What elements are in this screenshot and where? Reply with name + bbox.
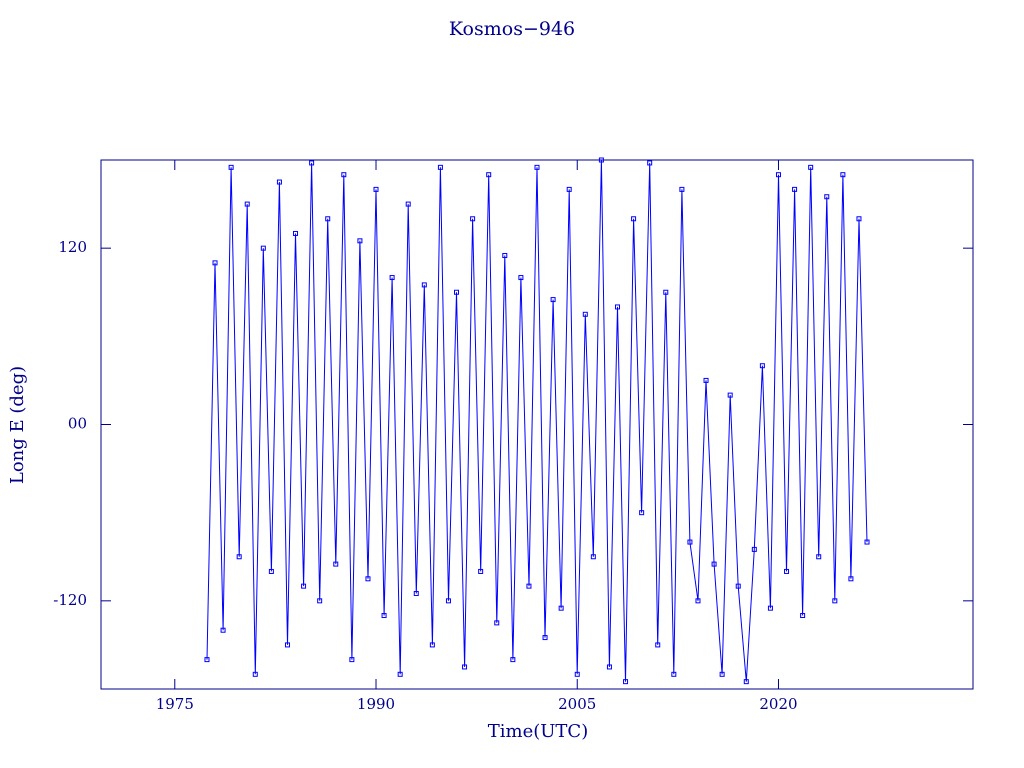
data-marker — [735, 583, 741, 589]
data-marker — [502, 253, 508, 259]
data-marker — [397, 671, 403, 677]
data-marker — [590, 554, 596, 560]
data-marker — [317, 598, 323, 604]
data-marker — [808, 164, 814, 170]
data-marker — [824, 194, 830, 200]
data-marker — [518, 275, 524, 281]
data-marker — [574, 671, 580, 677]
data-marker — [695, 598, 701, 604]
data-marker — [365, 576, 371, 582]
data-line — [206, 159, 868, 682]
data-marker — [534, 164, 540, 170]
data-marker — [252, 671, 258, 677]
data-marker — [832, 598, 838, 604]
data-marker — [333, 561, 339, 567]
y-tick-label: 00 — [68, 415, 87, 433]
data-marker — [751, 546, 757, 552]
data-marker — [848, 576, 854, 582]
data-marker — [349, 657, 355, 663]
data-marker — [293, 230, 299, 236]
data-marker — [228, 164, 234, 170]
data-marker — [663, 289, 669, 295]
data-marker — [606, 664, 612, 670]
data-marker — [558, 605, 564, 611]
data-marker — [325, 216, 331, 222]
data-marker — [510, 657, 516, 663]
data-marker — [462, 664, 468, 670]
data-marker — [598, 157, 604, 163]
y-tick-label: 120 — [58, 238, 87, 256]
data-marker — [711, 561, 717, 567]
data-marker — [413, 590, 419, 596]
data-marker — [373, 186, 379, 192]
data-marker — [445, 598, 451, 604]
x-tick-label: 1990 — [357, 695, 395, 713]
x-tick-label: 1975 — [156, 695, 194, 713]
data-marker — [486, 172, 492, 178]
data-marker — [470, 216, 476, 222]
data-marker — [719, 671, 725, 677]
data-marker — [623, 679, 629, 685]
data-marker — [542, 635, 548, 641]
data-marker — [679, 186, 685, 192]
data-marker — [655, 642, 661, 648]
data-marker — [357, 238, 363, 244]
data-marker — [864, 539, 870, 545]
data-marker — [478, 568, 484, 574]
data-marker — [204, 657, 210, 663]
data-marker — [727, 392, 733, 398]
data-marker — [767, 605, 773, 611]
data-marker — [437, 164, 443, 170]
data-marker — [212, 260, 218, 266]
data-marker — [276, 179, 282, 185]
x-tick-label: 2005 — [558, 695, 596, 713]
x-axis-label: Time(UTC) — [488, 721, 588, 742]
data-marker — [784, 568, 790, 574]
data-marker — [792, 186, 798, 192]
data-marker — [800, 613, 806, 619]
data-marker — [631, 216, 637, 222]
data-marker — [244, 201, 250, 207]
data-marker — [421, 282, 427, 288]
data-marker — [856, 216, 862, 222]
data-marker — [220, 627, 226, 633]
data-marker — [550, 297, 556, 303]
data-marker — [301, 583, 307, 589]
data-marker — [647, 160, 653, 166]
data-marker — [816, 554, 822, 560]
data-marker — [743, 679, 749, 685]
plot-frame — [100, 159, 974, 690]
data-marker — [494, 620, 500, 626]
y-tick-label: -120 — [53, 591, 87, 609]
data-marker — [405, 201, 411, 207]
data-marker — [454, 289, 460, 295]
data-marker — [614, 304, 620, 310]
data-marker — [381, 613, 387, 619]
y-axis-label: Long E (deg) — [7, 366, 28, 484]
data-marker — [268, 568, 274, 574]
data-marker — [566, 186, 572, 192]
data-marker — [582, 311, 588, 317]
data-marker — [429, 642, 435, 648]
data-marker — [840, 172, 846, 178]
data-marker — [260, 245, 266, 251]
data-marker — [671, 671, 677, 677]
data-marker — [775, 172, 781, 178]
data-marker — [703, 377, 709, 383]
data-marker — [309, 160, 315, 166]
x-tick-label: 2020 — [759, 695, 797, 713]
data-marker — [389, 275, 395, 281]
data-marker — [236, 554, 242, 560]
data-marker — [284, 642, 290, 648]
data-marker — [759, 363, 765, 369]
chart-title: Kosmos−946 — [449, 18, 575, 40]
data-marker — [526, 583, 532, 589]
data-marker — [639, 510, 645, 516]
data-marker — [341, 172, 347, 178]
data-marker — [687, 539, 693, 545]
